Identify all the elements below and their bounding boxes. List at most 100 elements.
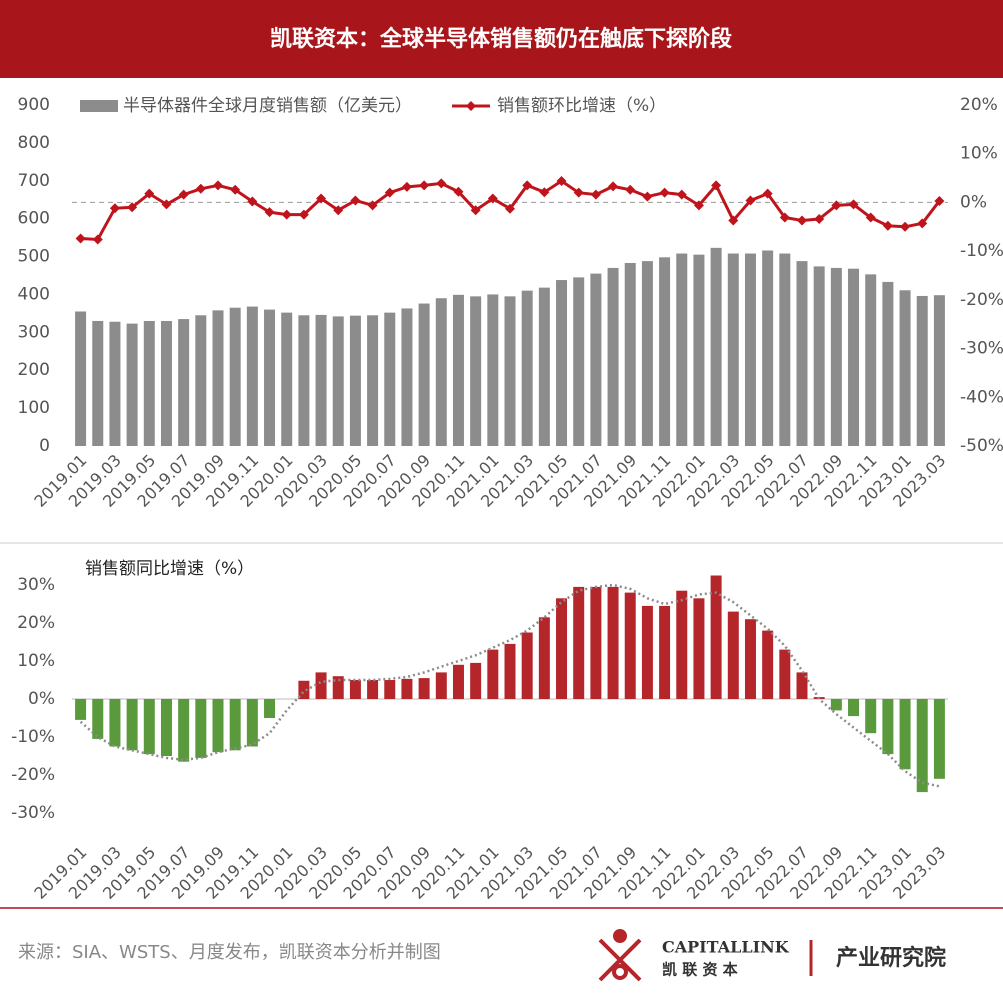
line-marker xyxy=(487,193,498,204)
bar xyxy=(298,315,310,446)
bar xyxy=(195,315,207,446)
bar xyxy=(109,321,121,446)
bar xyxy=(384,312,396,446)
bar xyxy=(143,320,155,446)
y-tick-label: 700 xyxy=(18,171,50,191)
line-marker xyxy=(144,188,155,199)
line-marker xyxy=(178,189,189,200)
line-marker xyxy=(161,199,172,210)
line-marker xyxy=(230,184,241,195)
bar xyxy=(160,320,172,446)
y-tick-label: 900 xyxy=(18,95,50,115)
line-marker xyxy=(848,199,859,210)
bar xyxy=(899,699,911,770)
bar xyxy=(332,316,344,446)
chart-title: 销售额同比增速（%） xyxy=(85,559,254,579)
bar xyxy=(916,699,928,793)
bar xyxy=(848,699,860,717)
line-marker xyxy=(316,193,327,204)
y-tick-label: 30% xyxy=(17,575,55,595)
line-marker xyxy=(92,234,103,245)
y2-tick-label: -20% xyxy=(960,290,1003,310)
bar xyxy=(865,274,877,446)
line-marker xyxy=(350,195,361,206)
bar xyxy=(882,699,894,755)
y-tick-label: -10% xyxy=(11,727,55,747)
bar xyxy=(212,699,224,753)
bar xyxy=(573,277,585,446)
bar xyxy=(452,294,464,446)
line-marker xyxy=(745,195,756,206)
y-tick-label: -20% xyxy=(11,765,55,785)
line-marker xyxy=(831,200,842,211)
bar xyxy=(607,586,619,699)
line-marker xyxy=(298,209,309,220)
bar xyxy=(92,320,104,446)
bar xyxy=(160,699,172,756)
bar xyxy=(607,267,619,446)
legend-label: 销售额环比增速（%） xyxy=(497,96,666,116)
y2-tick-label: 20% xyxy=(960,95,998,115)
bar xyxy=(109,699,121,747)
bar xyxy=(762,630,774,699)
bar xyxy=(693,598,705,699)
y-tick-label: -30% xyxy=(11,803,55,823)
bar xyxy=(504,643,516,699)
legend-swatch xyxy=(466,101,476,111)
bar xyxy=(865,699,877,734)
logo-cn: 凯 联 资 本 xyxy=(662,961,738,979)
bar xyxy=(796,672,808,699)
page-title: 凯联资本：全球半导体销售额仍在触底下探阶段 xyxy=(270,26,732,52)
line-marker xyxy=(608,181,619,192)
bar xyxy=(813,266,825,446)
y-tick-label: 10% xyxy=(17,651,55,671)
bar xyxy=(933,295,945,446)
bar xyxy=(830,699,842,711)
bar xyxy=(281,312,293,446)
bar xyxy=(624,592,636,699)
line-marker xyxy=(865,212,876,223)
y2-tick-label: -30% xyxy=(960,339,1003,359)
line-marker xyxy=(693,200,704,211)
line-marker xyxy=(109,203,120,214)
bar xyxy=(143,699,155,755)
line-marker xyxy=(797,215,807,226)
line-marker xyxy=(556,175,567,186)
y2-tick-label: -10% xyxy=(960,241,1003,261)
bar xyxy=(933,699,945,779)
bar xyxy=(538,287,550,446)
line-marker xyxy=(195,183,206,194)
y-tick-label: 600 xyxy=(18,209,50,229)
line-marker xyxy=(659,187,670,198)
line-marker xyxy=(642,191,653,202)
bar xyxy=(693,254,705,446)
bar xyxy=(367,315,379,446)
line-marker xyxy=(625,184,636,195)
bar xyxy=(315,672,327,699)
bar xyxy=(264,309,276,446)
y-tick-label: 500 xyxy=(18,247,50,267)
legend-swatch xyxy=(80,100,118,112)
line-marker xyxy=(419,180,430,191)
division: 产业研究院 xyxy=(836,945,946,971)
bar xyxy=(916,295,928,446)
bar xyxy=(779,649,791,699)
bar xyxy=(75,699,87,720)
y2-tick-label: -50% xyxy=(960,436,1003,456)
bar xyxy=(349,315,361,446)
bar xyxy=(418,303,430,446)
bar xyxy=(349,680,361,699)
line-marker xyxy=(470,205,481,216)
line-marker xyxy=(590,189,601,200)
line-marker xyxy=(779,212,790,223)
y2-tick-label: 0% xyxy=(960,192,987,212)
bar xyxy=(796,261,808,446)
bar xyxy=(367,680,379,699)
bar xyxy=(315,314,327,446)
bar xyxy=(624,262,636,446)
line-marker xyxy=(711,180,722,191)
source-note: 来源：SIA、WSTS、月度发布，凯联资本分析并制图 xyxy=(18,942,441,963)
line-marker xyxy=(333,205,344,216)
header-bar xyxy=(0,0,1003,78)
bar xyxy=(590,586,602,699)
